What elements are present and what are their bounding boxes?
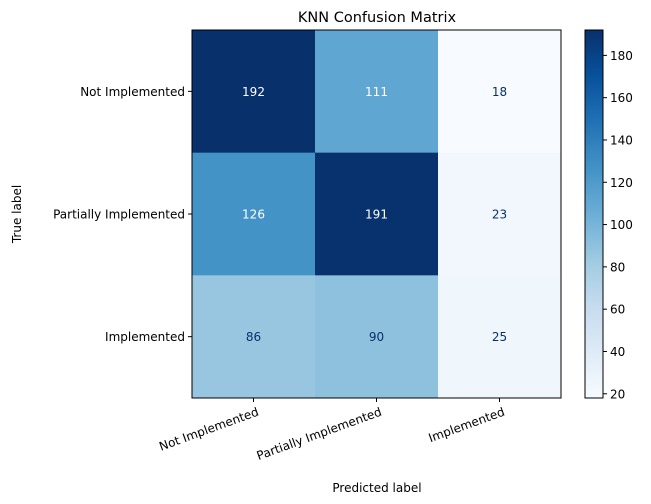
x-tick-label-2: Implemented: [427, 405, 507, 446]
colorbar-tick-label-2: 60: [610, 303, 625, 317]
colorbar-ticks: 20 40 60 80 100 120 140 160 180: [603, 49, 633, 401]
x-axis-label: Predicted label: [332, 481, 421, 495]
cell-value-label-2-1: 90: [369, 330, 384, 344]
cell-value-label-2-0: 86: [246, 330, 261, 344]
y-axis-label: True label: [10, 185, 24, 244]
heatmap-cell-2-0: [192, 275, 316, 399]
cell-value-label-0-2: 18: [492, 85, 507, 99]
cell-value-label-0-0: 192: [242, 85, 265, 99]
heatmap-cell-1-2: [438, 152, 562, 276]
colorbar-tick-label-3: 80: [610, 260, 625, 274]
colorbar-tick-label-0: 20: [610, 387, 625, 401]
colorbar-tick-label-6: 140: [610, 133, 633, 147]
colorbar-tick-label-7: 160: [610, 91, 633, 105]
colorbar-tick-label-4: 100: [610, 218, 633, 232]
y-tick-label-0: Not Implemented: [80, 85, 185, 99]
heatmap-cell-2-2: [438, 275, 562, 399]
colorbar-tick-label-1: 40: [610, 345, 625, 359]
y-tick-label-1: Partially Implemented: [53, 208, 185, 222]
heatmap-cell-1-0: [192, 152, 316, 276]
cell-value-label-1-2: 23: [492, 208, 507, 222]
heatmap-cell-0-2: [438, 30, 562, 154]
colorbar-tick-label-5: 120: [610, 176, 633, 190]
heatmap-cell-0-0: [192, 30, 316, 154]
cell-value-label-1-0: 126: [242, 208, 265, 222]
x-tick-label-1: Partially Implemented: [255, 405, 384, 463]
cell-value-label-0-1: 111: [365, 85, 388, 99]
y-tick-label-2: Implemented: [105, 330, 185, 344]
colorbar: [584, 29, 604, 399]
heatmap-cells: 192 111 18 126 191 23 86 90 25: [192, 30, 562, 399]
cell-value-label-1-1: 191: [365, 208, 388, 222]
x-tick-label-0: Not Implemented: [157, 405, 260, 454]
heatmap-cell-0-1: [315, 30, 439, 154]
heatmap-cell-2-1: [315, 275, 439, 399]
colorbar-tick-label-8: 180: [610, 49, 633, 63]
heatmap-cell-1-1: [315, 152, 439, 276]
chart-title: KNN Confusion Matrix: [298, 10, 457, 26]
y-axis-ticks: Not Implemented Partially Implemented Impl…: [53, 85, 192, 344]
cell-value-label-2-2: 25: [492, 330, 507, 344]
